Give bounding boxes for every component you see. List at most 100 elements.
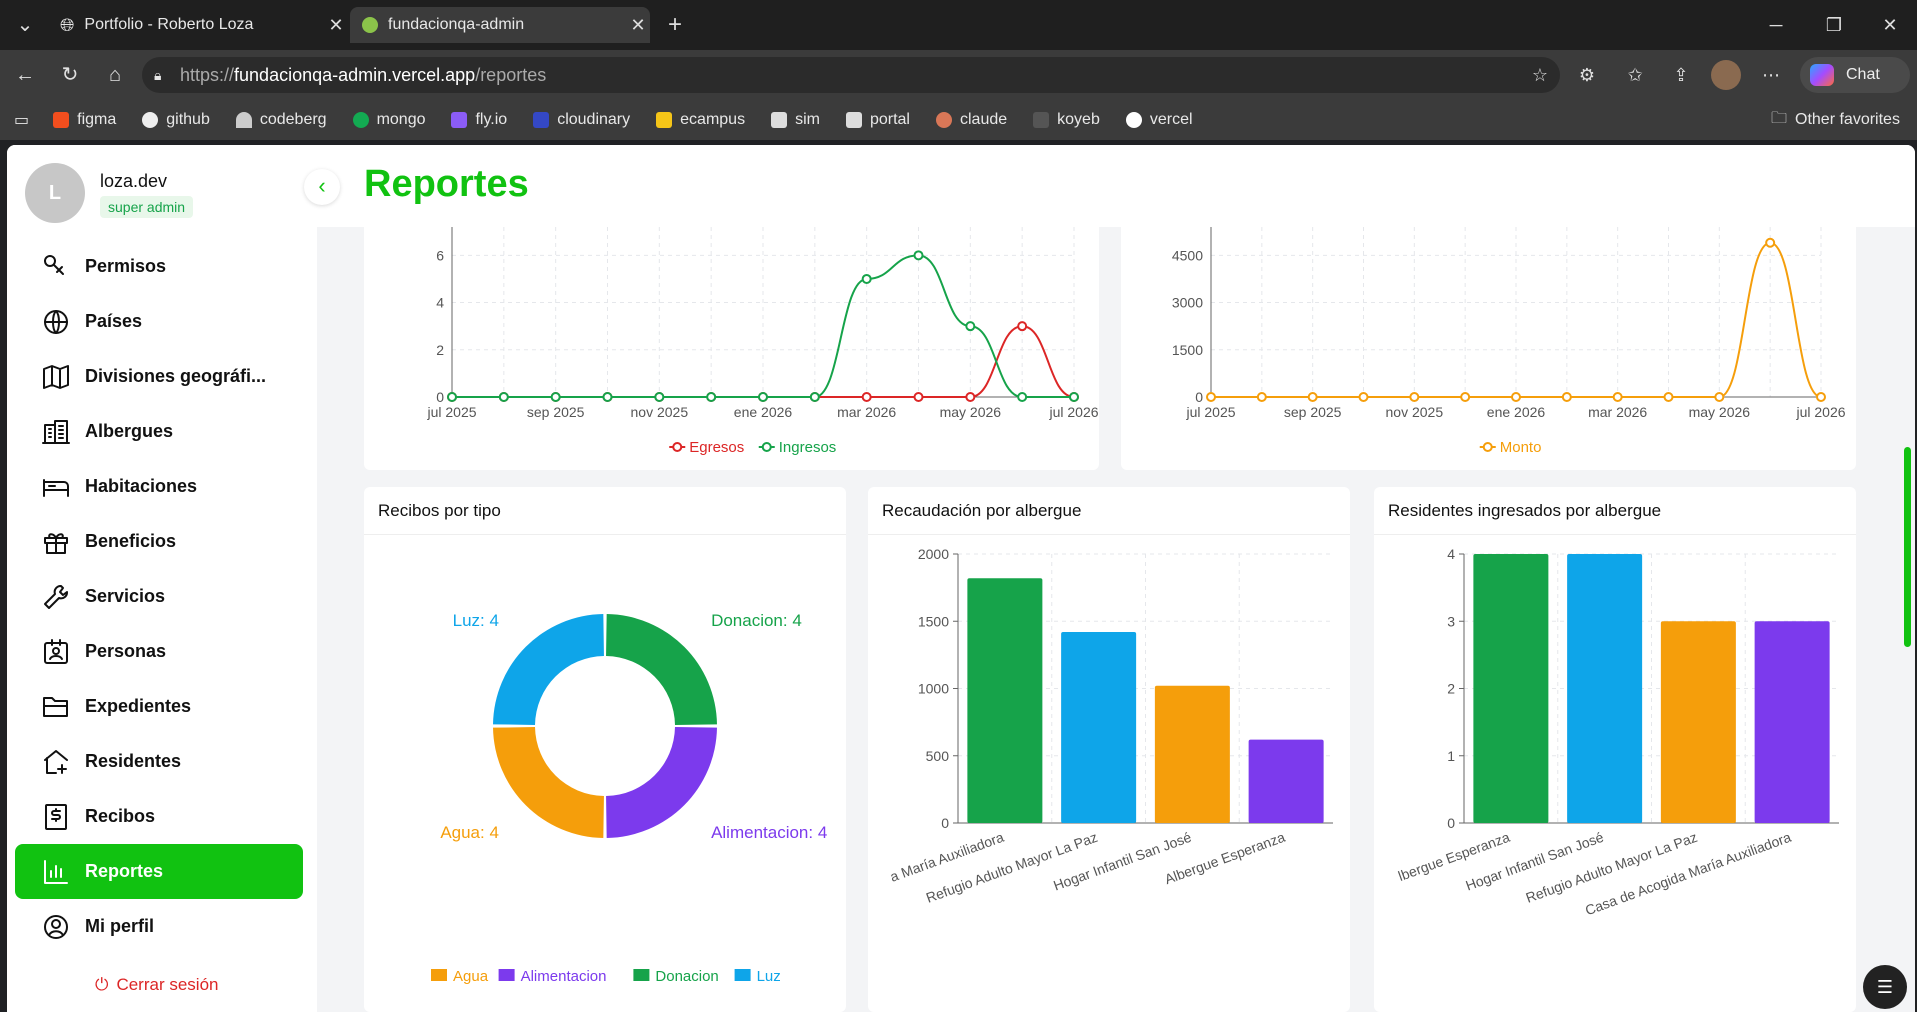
sidebar-item-expedientes[interactable]: Expedientes <box>15 679 303 734</box>
data-point[interactable] <box>1663 392 1674 402</box>
bookmark-github[interactable]: github <box>142 111 210 129</box>
pie-slice-alimentacion[interactable] <box>606 727 717 838</box>
data-point[interactable] <box>965 321 976 332</box>
close-tab-icon[interactable]: ✕ <box>328 14 344 35</box>
sidebar-item-recibos[interactable]: Recibos <box>15 789 303 844</box>
data-point[interactable] <box>809 392 820 402</box>
chat-button[interactable]: Chat <box>1800 57 1910 93</box>
bookmark-vercel[interactable]: vercel <box>1125 111 1193 129</box>
data-point[interactable] <box>758 392 768 402</box>
data-point[interactable] <box>861 273 872 284</box>
bar[interactable] <box>1248 739 1324 823</box>
close-tab-icon[interactable]: ✕ <box>630 14 646 35</box>
data-point[interactable] <box>1358 392 1369 402</box>
sidebar-item-residentes[interactable]: Residentes <box>15 734 303 789</box>
bookmark-mongo[interactable]: mongo <box>352 111 425 129</box>
extensions-icon[interactable]: ⚙ <box>1578 65 1596 85</box>
sidebar-item-paises[interactable]: Países <box>15 294 303 349</box>
data-point[interactable] <box>1511 392 1521 402</box>
data-point[interactable] <box>1612 392 1623 402</box>
sidebar-item-mi[interactable]: Mi perfil <box>15 899 303 954</box>
bookmark-claude[interactable]: claude <box>935 111 1007 129</box>
legend-label[interactable]: Ingresos <box>779 439 837 456</box>
data-point[interactable] <box>861 392 872 402</box>
data-point[interactable] <box>1409 392 1420 402</box>
floating-menu-button[interactable]: ☰ <box>1863 965 1907 1009</box>
data-point[interactable] <box>1765 237 1776 248</box>
data-point[interactable] <box>706 392 717 402</box>
data-point[interactable] <box>602 392 613 402</box>
sidebar-item-personas[interactable]: Personas <box>15 624 303 679</box>
bookmark-portal[interactable]: portal <box>845 111 910 129</box>
legend-label[interactable]: Egresos <box>689 439 744 456</box>
bar[interactable] <box>1061 632 1137 823</box>
legend-label[interactable]: Agua <box>453 968 489 985</box>
legend-label[interactable]: Donacion <box>655 968 718 985</box>
sidebar-item-servicios[interactable]: Servicios <box>15 569 303 624</box>
pie-slice-luz[interactable] <box>493 614 604 725</box>
data-point[interactable] <box>1256 392 1267 402</box>
browser-tab-active[interactable]: fundacionqa-admin ✕ <box>350 7 650 43</box>
bookmark-sim[interactable]: sim <box>771 111 820 129</box>
collapse-sidebar-button[interactable]: ‹ <box>304 169 340 205</box>
tab-list-chevron-icon[interactable]: ⌄ <box>16 14 34 36</box>
data-point[interactable] <box>1460 392 1471 402</box>
sidebar-item-habitaciones[interactable]: Habitaciones <box>15 459 303 514</box>
legend-label[interactable]: Alimentacion <box>521 968 607 985</box>
data-point[interactable] <box>965 392 976 402</box>
data-point[interactable] <box>447 392 457 402</box>
bookmark-koyeb[interactable]: koyeb <box>1033 111 1100 129</box>
logout-button[interactable]: ⏻ Cerrar sesión <box>95 975 219 995</box>
sidebar-item-permisos[interactable]: Permisos <box>15 239 303 294</box>
data-point[interactable] <box>498 392 509 402</box>
pie-slice-donacion[interactable] <box>606 614 717 725</box>
back-icon[interactable]: ← <box>15 64 35 86</box>
data-point[interactable] <box>913 250 924 261</box>
data-point[interactable] <box>654 392 665 402</box>
bar[interactable] <box>967 578 1043 823</box>
data-point[interactable] <box>1017 392 1028 402</box>
minimize-icon[interactable]: ─ <box>1769 15 1783 35</box>
restore-icon[interactable]: ❐ <box>1825 15 1843 35</box>
page-scrollbar[interactable] <box>1904 447 1911 647</box>
profile-avatar[interactable] <box>1711 60 1741 90</box>
data-point[interactable] <box>1307 392 1318 402</box>
close-window-icon[interactable]: ✕ <box>1882 15 1898 35</box>
sidebar-item-albergues[interactable]: Albergues <box>15 404 303 459</box>
share-icon[interactable]: ⇪ <box>1673 65 1689 85</box>
more-icon[interactable]: ⋯ <box>1762 65 1780 85</box>
favorites-icon[interactable]: ✩ <box>1627 65 1643 85</box>
bookmark-figma[interactable]: figma <box>53 111 116 129</box>
url-field[interactable]: 🔒︎ https://fundacionqa-admin.vercel.app/… <box>142 57 1560 93</box>
bar[interactable] <box>1567 554 1643 823</box>
bar[interactable] <box>1660 621 1736 823</box>
bookmark-cloudinary[interactable]: cloudinary <box>533 111 630 129</box>
data-point[interactable] <box>913 392 924 402</box>
sidebar-item-divisiones[interactable]: Divisiones geográfi... <box>15 349 303 404</box>
bookmark-codeberg[interactable]: codeberg <box>235 111 327 129</box>
other-favorites[interactable]: 🗀︎ Other favorites <box>1771 107 1900 134</box>
favorite-star-icon[interactable]: ☆ <box>1531 65 1549 85</box>
legend-label[interactable]: Luz <box>757 968 781 985</box>
data-point[interactable] <box>1069 392 1079 402</box>
home-icon[interactable]: ⌂ <box>108 64 122 86</box>
legend-label[interactable]: Monto <box>1500 439 1542 456</box>
bookmark-ecampus[interactable]: ecampus <box>656 111 745 129</box>
data-point[interactable] <box>1206 392 1216 402</box>
sidebar-item-reportes[interactable]: Reportes <box>15 844 303 899</box>
bar[interactable] <box>1154 685 1230 823</box>
data-point[interactable] <box>1017 321 1028 332</box>
bar[interactable] <box>1754 621 1830 823</box>
reading-list-icon[interactable]: ▭ <box>14 112 30 129</box>
browser-tab-portfolio[interactable]: 🌐︎ Portfolio - Roberto Loza ✕ <box>48 7 348 43</box>
reload-icon[interactable]: ↻ <box>61 64 79 86</box>
bar[interactable] <box>1473 554 1549 823</box>
new-tab-icon[interactable]: + <box>667 11 682 38</box>
data-point[interactable] <box>1561 392 1572 402</box>
data-point[interactable] <box>1714 392 1725 402</box>
sidebar-item-beneficios[interactable]: Beneficios <box>15 514 303 569</box>
data-point[interactable] <box>550 392 561 402</box>
pie-slice-agua[interactable] <box>493 727 604 838</box>
data-point[interactable] <box>1816 392 1826 402</box>
bookmark-flyio[interactable]: fly.io <box>451 111 507 129</box>
